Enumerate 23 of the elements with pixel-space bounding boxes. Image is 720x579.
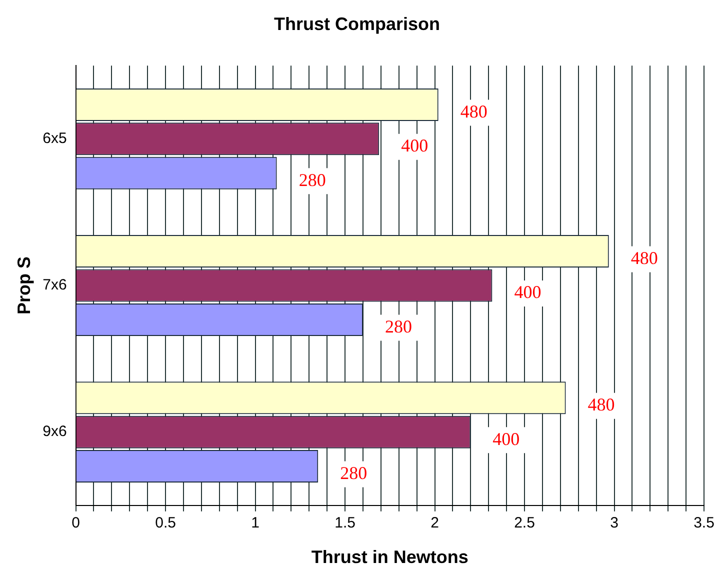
text: 480 — [630, 248, 658, 268]
x-tick-label: 0 — [72, 514, 80, 532]
text: 400 — [514, 282, 542, 302]
y-tick-label: 9x6 — [42, 423, 67, 440]
series-label: 400 — [401, 136, 428, 156]
text: 280 — [340, 463, 368, 484]
y-axis-title: Prop S — [14, 256, 34, 315]
text: 400 — [492, 428, 520, 449]
x-tick-label: 1 — [251, 514, 260, 532]
x-tick-label: 3 — [610, 514, 618, 532]
x-tick-label: 2 — [430, 514, 439, 532]
y-tick-label: 7x6 — [42, 276, 67, 294]
text: 280 — [384, 316, 412, 336]
text: 480 — [588, 394, 615, 415]
x-axis-title: Thrust in Newtons — [311, 547, 468, 568]
y-tick-label: 6x5 — [42, 130, 67, 148]
x-tick-label: 1.5 — [334, 514, 356, 532]
chart-title: Thrust Comparison — [274, 14, 440, 34]
series-label: 280 — [298, 170, 326, 190]
x-tick-label: 2.5 — [514, 514, 535, 532]
x-tick-label: 3.5 — [694, 514, 714, 532]
x-tick-label: 0.5 — [155, 514, 176, 532]
series-label: 480 — [460, 101, 488, 122]
